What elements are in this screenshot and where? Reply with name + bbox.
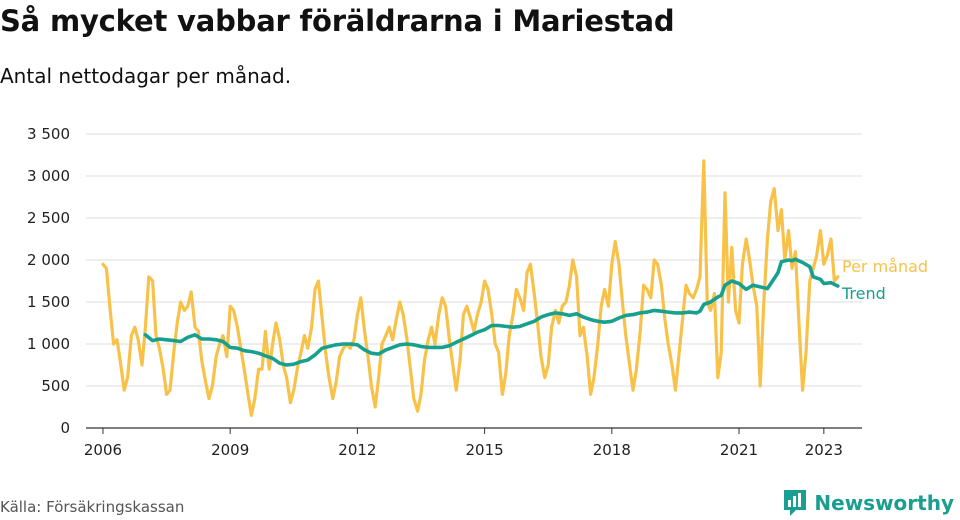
y-tick-label: 1 000 [27,335,70,353]
x-tick-label: 2023 [805,441,843,459]
y-tick-label: 3 000 [27,167,70,185]
x-tick-label: 2018 [593,441,631,459]
series-line-per-manad [101,159,840,417]
series-line-trend [143,257,840,367]
newsworthy-icon [784,490,807,516]
x-tick-label: 2006 [84,441,122,459]
brand-name: Newsworthy [814,491,954,515]
y-tick-label: 1 500 [27,293,70,311]
source-note: Källa: Försäkringskassan [0,498,185,516]
y-tick-label: 0 [60,419,70,437]
y-tick-label: 500 [41,377,70,395]
x-tick-label: 2012 [338,441,376,459]
series-label: Per månad [842,257,928,276]
chart-subtitle: Antal nettodagar per månad. [0,64,292,88]
chart-title: Så mycket vabbar föräldrarna i Mariestad [0,4,675,38]
y-tick-label: 2 000 [27,251,70,269]
x-tick-label: 2015 [466,441,504,459]
series-label: Trend [841,284,886,303]
newsworthy-logo: Newsworthy [782,488,954,518]
x-tick-label: 2021 [720,441,758,459]
x-tick-label: 2009 [211,441,249,459]
y-tick-label: 3 500 [27,125,70,143]
y-tick-label: 2 500 [27,209,70,227]
